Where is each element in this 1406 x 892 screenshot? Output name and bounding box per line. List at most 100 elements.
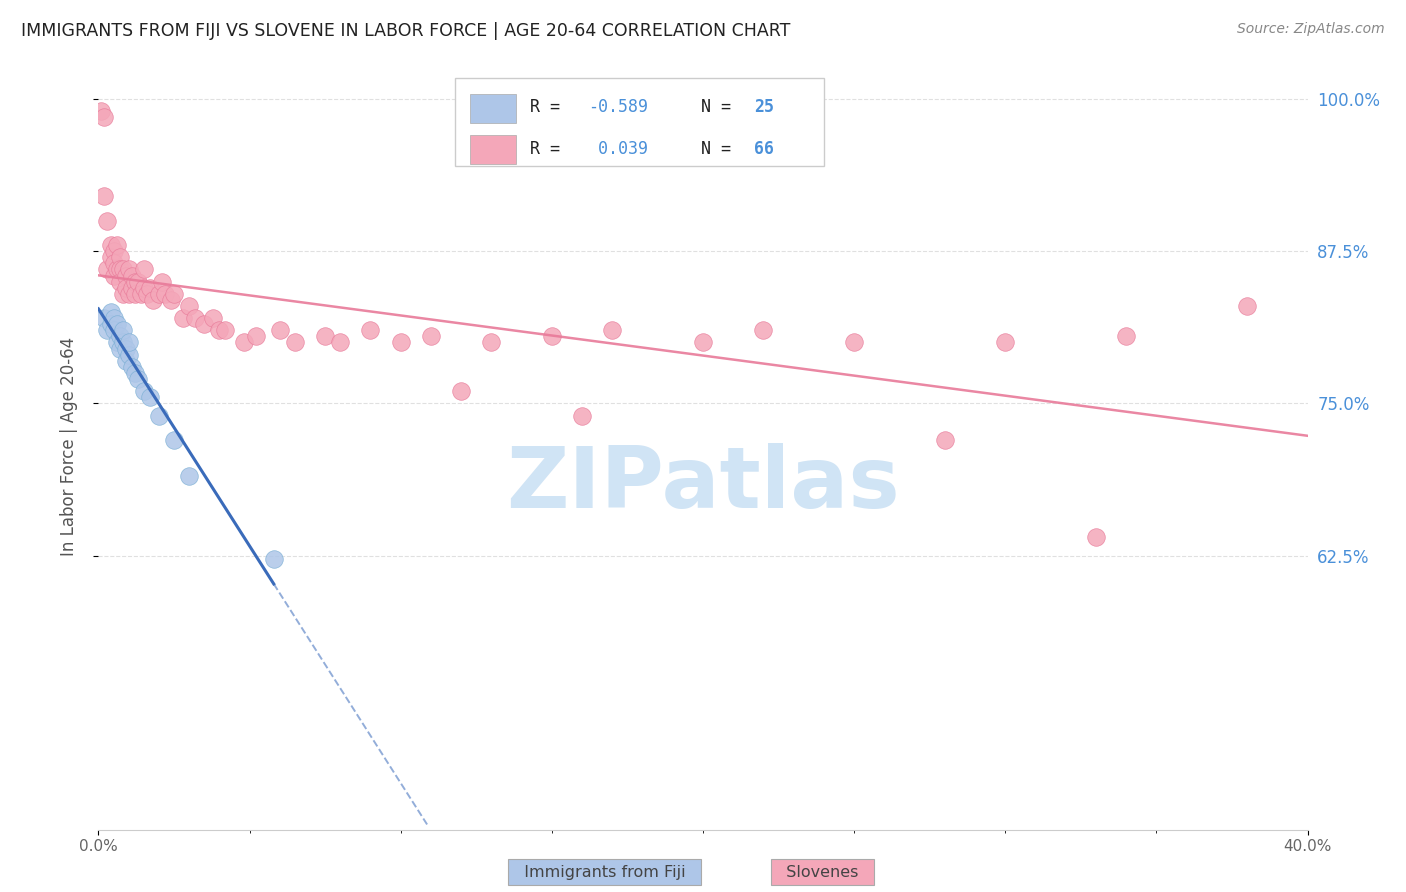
Point <box>114 342 136 356</box>
FancyBboxPatch shape <box>456 78 824 166</box>
Point <box>127 275 149 289</box>
Point <box>139 390 162 404</box>
Point <box>329 335 352 350</box>
Point <box>360 323 382 337</box>
Point <box>202 311 225 326</box>
Point <box>111 262 134 277</box>
Point <box>118 262 141 277</box>
Text: 0.039: 0.039 <box>588 140 648 158</box>
Point <box>96 262 118 277</box>
Point <box>314 329 336 343</box>
Point <box>163 286 186 301</box>
Point <box>121 359 143 374</box>
Point <box>105 317 128 331</box>
Point <box>232 335 254 350</box>
Point <box>389 335 412 350</box>
Point <box>124 275 146 289</box>
Text: Slovenes: Slovenes <box>776 865 869 880</box>
Point <box>129 286 152 301</box>
Point <box>1115 329 1137 343</box>
Point <box>105 238 128 252</box>
Point <box>118 348 141 362</box>
Point <box>132 281 155 295</box>
Point <box>540 329 562 343</box>
Point <box>118 286 141 301</box>
Point <box>148 409 170 423</box>
Point <box>103 256 125 270</box>
Point <box>100 238 122 252</box>
FancyBboxPatch shape <box>470 94 516 123</box>
Point <box>114 268 136 283</box>
Point <box>93 311 115 326</box>
Point <box>105 262 128 277</box>
Point <box>148 286 170 301</box>
Point <box>420 329 443 343</box>
FancyBboxPatch shape <box>470 135 516 164</box>
Point <box>103 244 125 259</box>
Point <box>208 323 231 337</box>
Point <box>100 317 122 331</box>
Point <box>90 104 112 119</box>
Point <box>127 372 149 386</box>
Point <box>139 281 162 295</box>
Point <box>93 110 115 124</box>
Text: 66: 66 <box>754 140 773 158</box>
Point <box>263 552 285 566</box>
Point <box>121 281 143 295</box>
Point <box>1236 299 1258 313</box>
Text: ZIPatlas: ZIPatlas <box>506 442 900 526</box>
Text: R =: R = <box>530 98 569 117</box>
Point <box>184 311 207 326</box>
Point <box>114 281 136 295</box>
Text: -0.589: -0.589 <box>588 98 648 117</box>
Point <box>752 323 775 337</box>
Text: R =: R = <box>530 140 569 158</box>
Point <box>103 268 125 283</box>
Text: Source: ZipAtlas.com: Source: ZipAtlas.com <box>1237 22 1385 37</box>
Point <box>96 213 118 227</box>
Point <box>108 275 131 289</box>
Text: Immigrants from Fiji: Immigrants from Fiji <box>513 865 696 880</box>
Point <box>111 323 134 337</box>
Point <box>96 323 118 337</box>
Point <box>132 262 155 277</box>
Text: 25: 25 <box>754 98 773 117</box>
Point <box>142 293 165 307</box>
Point <box>269 323 291 337</box>
Point <box>172 311 194 326</box>
Point <box>103 311 125 326</box>
Point <box>692 335 714 350</box>
Point <box>132 384 155 399</box>
Point <box>114 353 136 368</box>
Point <box>124 286 146 301</box>
Point <box>284 335 307 350</box>
Point <box>135 286 157 301</box>
Text: N =: N = <box>682 98 741 117</box>
Point <box>93 189 115 203</box>
Point <box>124 366 146 380</box>
Y-axis label: In Labor Force | Age 20-64: In Labor Force | Age 20-64 <box>59 336 77 556</box>
Point <box>179 469 201 483</box>
Point <box>245 329 267 343</box>
Point <box>163 433 186 447</box>
Point <box>105 335 128 350</box>
Text: N =: N = <box>682 140 741 158</box>
Point <box>450 384 472 399</box>
Text: IMMIGRANTS FROM FIJI VS SLOVENE IN LABOR FORCE | AGE 20-64 CORRELATION CHART: IMMIGRANTS FROM FIJI VS SLOVENE IN LABOR… <box>21 22 790 40</box>
Point <box>1085 530 1108 544</box>
Point <box>481 335 503 350</box>
Point <box>844 335 866 350</box>
Point <box>193 317 215 331</box>
Point <box>108 262 131 277</box>
Point <box>108 342 131 356</box>
Point <box>179 299 201 313</box>
Point <box>994 335 1017 350</box>
Point <box>934 433 956 447</box>
Point <box>121 268 143 283</box>
Point <box>111 286 134 301</box>
Point <box>571 409 593 423</box>
Point <box>108 250 131 264</box>
Point <box>111 335 134 350</box>
Point <box>108 329 131 343</box>
Point <box>150 275 173 289</box>
